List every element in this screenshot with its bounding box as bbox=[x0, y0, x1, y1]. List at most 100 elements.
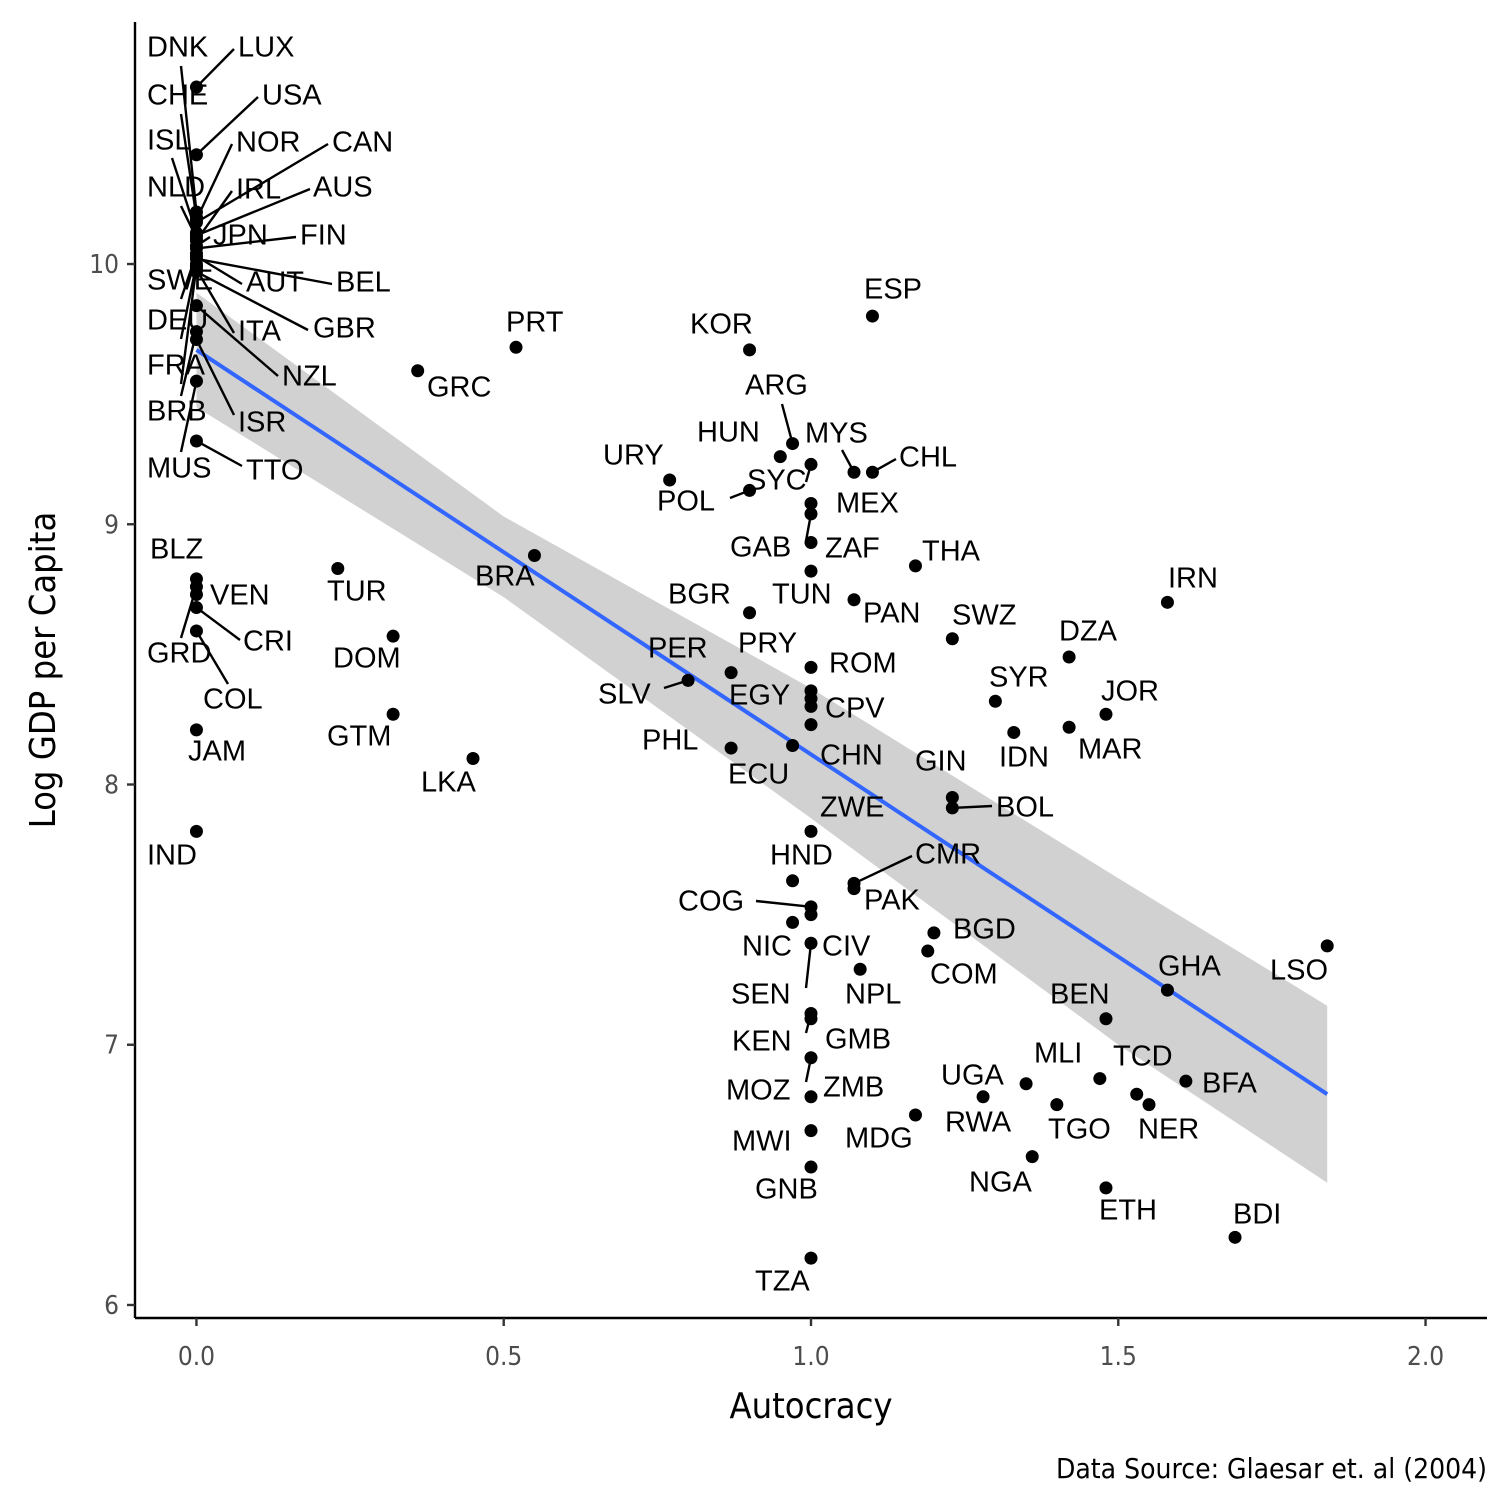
point-cpv bbox=[804, 699, 818, 713]
leader-line-che bbox=[179, 113, 198, 218]
point-gha bbox=[1160, 983, 1174, 997]
label-npl: NPL bbox=[845, 979, 901, 1011]
leader-line-dnk bbox=[179, 65, 198, 213]
label-nzl: NZL bbox=[282, 361, 337, 393]
label-che: CHE bbox=[147, 80, 208, 112]
label-irn: IRN bbox=[1168, 563, 1218, 595]
leader-line-bel bbox=[196, 257, 333, 286]
leader-line-mus bbox=[179, 380, 198, 453]
point-gmb bbox=[804, 1012, 818, 1026]
label-uga: UGA bbox=[941, 1060, 1005, 1092]
label-fin: FIN bbox=[300, 220, 347, 252]
point-zwe bbox=[804, 824, 818, 838]
label-jam: JAM bbox=[188, 736, 246, 768]
point-lux bbox=[189, 80, 203, 94]
point-grc bbox=[411, 364, 425, 378]
label-nic: NIC bbox=[742, 931, 792, 963]
data-source-caption: Data Source: Glaesar et. al (2004) bbox=[1056, 1452, 1487, 1485]
point-mex bbox=[804, 496, 818, 510]
label-mus: MUS bbox=[147, 453, 211, 485]
point-bgr bbox=[743, 606, 757, 620]
label-mli: MLI bbox=[1034, 1038, 1082, 1070]
confidence-band-layer bbox=[196, 292, 1328, 1183]
point-nga bbox=[1025, 1150, 1039, 1164]
label-mwi: MWI bbox=[732, 1126, 792, 1158]
label-grd: GRD bbox=[147, 638, 211, 670]
point-cri bbox=[189, 601, 203, 615]
point-tur bbox=[331, 562, 345, 576]
point-tgo bbox=[1050, 1098, 1064, 1112]
regression-line bbox=[195, 348, 1329, 1096]
label-bol: BOL bbox=[996, 792, 1054, 824]
point-jam bbox=[189, 723, 203, 737]
label-civ: CIV bbox=[822, 931, 871, 963]
confidence-band bbox=[196, 292, 1328, 1183]
leader-line-lux bbox=[195, 48, 235, 88]
point-bdi bbox=[1228, 1230, 1242, 1244]
y-tick-label: 6 bbox=[104, 1291, 119, 1321]
label-dza: DZA bbox=[1059, 616, 1118, 648]
y-axis-title: Log GDP per Capita bbox=[23, 512, 64, 829]
point-per bbox=[724, 666, 738, 680]
point-lso bbox=[1320, 939, 1334, 953]
label-aus: AUS bbox=[313, 172, 373, 204]
label-rwa: RWA bbox=[945, 1107, 1012, 1139]
label-lux: LUX bbox=[238, 32, 294, 64]
point-chn bbox=[804, 718, 818, 732]
label-chn: CHN bbox=[820, 740, 883, 772]
label-ita: ITA bbox=[238, 316, 282, 348]
leader-line-fra bbox=[179, 266, 198, 385]
point-dom bbox=[386, 629, 400, 643]
label-grc: GRC bbox=[427, 372, 491, 404]
leader-line-gbr bbox=[195, 270, 309, 332]
point-moz bbox=[804, 1051, 818, 1065]
label-ind: IND bbox=[147, 840, 197, 872]
point-col bbox=[189, 624, 203, 638]
y-tick-label: 8 bbox=[104, 771, 119, 801]
point-nic bbox=[786, 915, 800, 929]
point-phl bbox=[724, 741, 738, 755]
label-mar: MAR bbox=[1078, 734, 1142, 766]
label-moz: MOZ bbox=[726, 1075, 790, 1107]
leader-line-cri bbox=[195, 606, 241, 641]
label-zwe: ZWE bbox=[820, 792, 884, 824]
label-cog: COG bbox=[678, 886, 744, 918]
label-deu: DEU bbox=[147, 305, 208, 337]
label-isr: ISR bbox=[238, 407, 286, 439]
label-bgd: BGD bbox=[953, 914, 1016, 946]
label-cmr: CMR bbox=[915, 839, 981, 871]
point-hnd bbox=[786, 874, 800, 888]
x-tick-label: 2.0 bbox=[1407, 1342, 1444, 1372]
label-kor: KOR bbox=[690, 309, 753, 341]
label-arg: ARG bbox=[745, 370, 808, 402]
label-eth: ETH bbox=[1099, 1195, 1157, 1227]
label-ecu: ECU bbox=[728, 759, 789, 791]
point-mys bbox=[847, 465, 861, 479]
point-ben bbox=[1099, 1012, 1113, 1026]
point-bfa bbox=[1179, 1074, 1193, 1088]
point-tcd bbox=[1130, 1087, 1144, 1101]
point-bol bbox=[945, 801, 959, 815]
label-gnb: GNB bbox=[755, 1174, 818, 1206]
label-rom: ROM bbox=[829, 648, 897, 680]
leader-line-cog bbox=[755, 899, 812, 909]
point-mwi bbox=[804, 1124, 818, 1138]
leader-line-col bbox=[195, 630, 230, 685]
axis-ticks: 6 7 8 9 10 0.0 0.5 1.0 1.5 2.0 bbox=[89, 250, 1444, 1372]
label-gha: GHA bbox=[1158, 951, 1222, 983]
point-labels: LUX USA DNK CHE ISL NOR CAN NLD IRL AUS JPN FIN SWE A… bbox=[147, 32, 1328, 1298]
label-bgr: BGR bbox=[668, 579, 731, 611]
leader-line-bol bbox=[952, 804, 993, 810]
point-isr bbox=[189, 332, 203, 346]
y-tick-label: 10 bbox=[89, 250, 119, 280]
label-pak: PAK bbox=[864, 885, 921, 917]
point-civ bbox=[804, 908, 818, 922]
label-pol: POL bbox=[657, 486, 715, 518]
label-cri: CRI bbox=[243, 626, 293, 658]
leader-line-cmr bbox=[853, 854, 913, 885]
x-tick-label: 1.5 bbox=[1100, 1342, 1137, 1372]
label-tza: TZA bbox=[755, 1266, 810, 1298]
label-gab: GAB bbox=[730, 532, 791, 564]
label-swz: SWZ bbox=[952, 600, 1016, 632]
